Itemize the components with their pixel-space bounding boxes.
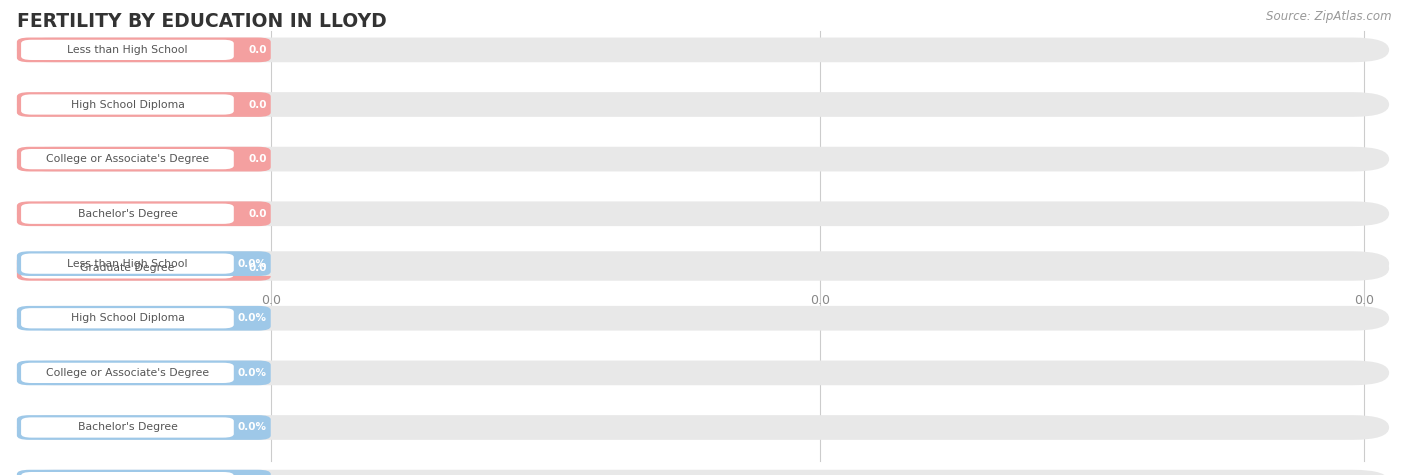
Text: Source: ZipAtlas.com: Source: ZipAtlas.com xyxy=(1267,10,1392,23)
FancyBboxPatch shape xyxy=(21,204,233,224)
Text: Less than High School: Less than High School xyxy=(67,45,187,55)
FancyBboxPatch shape xyxy=(17,256,271,281)
Text: Bachelor's Degree: Bachelor's Degree xyxy=(77,422,177,433)
FancyBboxPatch shape xyxy=(17,251,1389,276)
Text: 0.0: 0.0 xyxy=(247,99,267,110)
Text: 0.0: 0.0 xyxy=(247,263,267,274)
FancyBboxPatch shape xyxy=(17,470,271,475)
Text: 0.0: 0.0 xyxy=(260,294,281,307)
FancyBboxPatch shape xyxy=(21,308,233,328)
FancyBboxPatch shape xyxy=(17,92,271,117)
Text: 0.0: 0.0 xyxy=(247,45,267,55)
Text: College or Associate's Degree: College or Associate's Degree xyxy=(46,368,209,378)
FancyBboxPatch shape xyxy=(17,201,1389,226)
Text: FERTILITY BY EDUCATION IN LLOYD: FERTILITY BY EDUCATION IN LLOYD xyxy=(17,12,387,31)
FancyBboxPatch shape xyxy=(21,254,233,274)
Text: High School Diploma: High School Diploma xyxy=(70,313,184,323)
FancyBboxPatch shape xyxy=(17,147,271,171)
Text: Graduate Degree: Graduate Degree xyxy=(80,263,174,274)
Text: 0.0: 0.0 xyxy=(247,154,267,164)
Text: High School Diploma: High School Diploma xyxy=(70,99,184,110)
FancyBboxPatch shape xyxy=(17,361,1389,385)
FancyBboxPatch shape xyxy=(21,149,233,169)
FancyBboxPatch shape xyxy=(21,258,233,278)
FancyBboxPatch shape xyxy=(21,95,233,114)
Text: 0.0: 0.0 xyxy=(247,209,267,219)
FancyBboxPatch shape xyxy=(21,40,233,60)
Text: 0.0: 0.0 xyxy=(1354,294,1375,307)
Text: 0.0: 0.0 xyxy=(810,294,830,307)
Text: College or Associate's Degree: College or Associate's Degree xyxy=(46,154,209,164)
FancyBboxPatch shape xyxy=(17,306,1389,331)
FancyBboxPatch shape xyxy=(17,306,271,331)
FancyBboxPatch shape xyxy=(17,92,1389,117)
Text: Less than High School: Less than High School xyxy=(67,258,187,269)
FancyBboxPatch shape xyxy=(21,418,233,437)
FancyBboxPatch shape xyxy=(17,147,1389,171)
FancyBboxPatch shape xyxy=(21,363,233,383)
FancyBboxPatch shape xyxy=(17,38,1389,62)
FancyBboxPatch shape xyxy=(21,472,233,475)
FancyBboxPatch shape xyxy=(17,251,271,276)
FancyBboxPatch shape xyxy=(17,361,271,385)
Text: Bachelor's Degree: Bachelor's Degree xyxy=(77,209,177,219)
FancyBboxPatch shape xyxy=(17,415,1389,440)
Text: 0.0%: 0.0% xyxy=(238,313,267,323)
FancyBboxPatch shape xyxy=(17,470,1389,475)
FancyBboxPatch shape xyxy=(17,415,271,440)
Text: 0.0%: 0.0% xyxy=(238,422,267,433)
FancyBboxPatch shape xyxy=(17,256,1389,281)
Text: 0.0%: 0.0% xyxy=(238,258,267,269)
FancyBboxPatch shape xyxy=(17,38,271,62)
Text: 0.0%: 0.0% xyxy=(238,368,267,378)
FancyBboxPatch shape xyxy=(17,201,271,226)
